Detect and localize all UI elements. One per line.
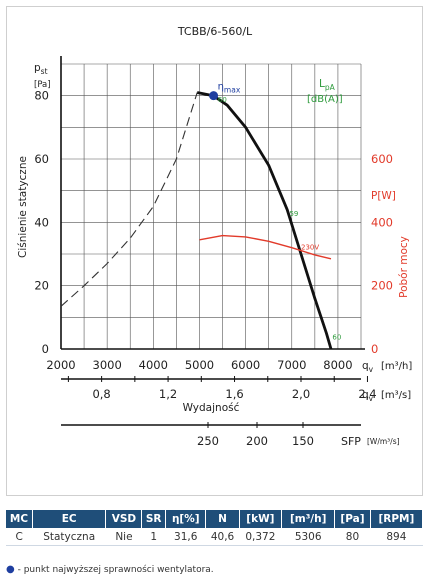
table-cell-7: 5306 xyxy=(281,528,335,546)
sfp-tick-label: 250 xyxy=(197,434,219,448)
table-header-9: [RPM] xyxy=(370,510,424,528)
sfp-axis-unit: [W/m³/s] xyxy=(367,437,400,446)
annotation-label: 60 xyxy=(218,96,227,104)
x-axis2-unit: [m³/s] xyxy=(381,390,411,401)
y-tick-label: 60 xyxy=(34,152,49,166)
sfp-axis-label: SFP xyxy=(341,435,361,448)
x-axis2-symbol: qv xyxy=(362,389,374,403)
table-cell-2: Nie xyxy=(105,528,142,546)
x-axis2-tick-label: 1,2 xyxy=(159,387,177,401)
table-header-3: SR xyxy=(141,510,166,528)
spec-data-row: C Statyczna Nie 1 31,6 40,6 0,372 5306 80 894 xyxy=(6,528,423,546)
eta-max-point xyxy=(209,91,219,101)
table-header-2: VSD xyxy=(105,510,143,528)
y-tick-label: 0 xyxy=(42,342,49,356)
annotation-label: 60 xyxy=(332,334,341,342)
legend-note: ● - punkt najwyższej sprawności wentylat… xyxy=(6,564,214,575)
series-line-1 xyxy=(196,91,333,350)
fan-performance-chart: TCBB/6-560/L 0 20 40 60 80 pst [Pa] Ciśnienie st… xyxy=(17,25,412,448)
x-tick-label: 5000 xyxy=(185,358,214,372)
sfp-tick-label: 200 xyxy=(246,434,268,448)
x-axis-symbol: qv xyxy=(362,360,374,374)
power-tick-label: 600 xyxy=(371,152,393,166)
y-axis-title: Ciśnienie statyczne xyxy=(17,156,29,258)
eta-max-label: ηmax xyxy=(218,82,241,95)
x-axis2-tick-label: 0,8 xyxy=(92,387,110,401)
table-cell-0: C xyxy=(6,528,33,546)
x-axis2-tick-label: 2,0 xyxy=(292,387,310,401)
eta-max-dot-icon: ● xyxy=(6,564,15,575)
table-cell-6: 0,372 xyxy=(239,528,282,546)
table-cell-1: Statyczna xyxy=(32,528,106,546)
table-cell-9: 894 xyxy=(370,528,423,546)
chart-title: TCBB/6-560/L xyxy=(177,25,253,38)
chart-frame: TCBB/6-560/L 0 20 40 60 80 pst [Pa] Ciśnienie st… xyxy=(6,6,423,496)
x-tick-label: 7000 xyxy=(277,358,306,372)
x-tick-label: 6000 xyxy=(231,358,260,372)
annotation-label: 230V xyxy=(301,243,319,251)
y-tick-label: 20 xyxy=(34,279,49,293)
table-header-4: η[%] xyxy=(165,510,207,528)
x-axis2-tick-label: 1,6 xyxy=(225,387,243,401)
table-header-7: [m³/h] xyxy=(281,510,336,528)
annotation-label: 59 xyxy=(289,210,298,218)
y-tick-label: 40 xyxy=(34,215,49,229)
lpa-label: LpA xyxy=(319,78,336,92)
x-tick-label: 3000 xyxy=(93,358,122,372)
power-axis-symbol: P[W] xyxy=(371,190,396,202)
table-cell-3: 1 xyxy=(141,528,166,546)
table-cell-5: 40,6 xyxy=(205,528,240,546)
table-header-5: N xyxy=(205,510,240,528)
y-axis-symbol: pst xyxy=(34,62,48,76)
power-tick-label: 200 xyxy=(371,279,393,293)
table-header-8: [Pa] xyxy=(334,510,371,528)
y-axis-unit: [Pa] xyxy=(34,80,51,90)
spec-table: MC EC VSD SR η[%] N [kW] [m³/h] [Pa] [RPM] C Staty… xyxy=(6,510,424,546)
x-axis2-tick-label: 2,4 xyxy=(358,387,376,401)
series-line-0 xyxy=(60,92,198,307)
power-axis-title: Pobór mocy xyxy=(398,236,410,298)
table-header-6: [kW] xyxy=(239,510,283,528)
lpa-unit: [dB(A)] xyxy=(307,94,343,105)
table-cell-4: 31,6 xyxy=(165,528,206,546)
power-tick-label: 0 xyxy=(371,342,378,356)
table-cell-8: 80 xyxy=(334,528,371,546)
series-line-2 xyxy=(199,234,332,260)
table-header-1: EC xyxy=(32,510,107,528)
power-tick-label: 400 xyxy=(371,215,393,229)
x-axis-title: Wydajność xyxy=(183,402,240,414)
legend-note-text: - punkt najwyższej sprawności wentylator… xyxy=(17,565,214,575)
x-tick-label: 8000 xyxy=(323,358,352,372)
spec-header-row: MC EC VSD SR η[%] N [kW] [m³/h] [Pa] [RPM] xyxy=(6,510,424,528)
table-header-0: MC xyxy=(6,510,33,528)
x-axis-unit: [m³/h] xyxy=(381,361,412,372)
x-tick-label: 2000 xyxy=(46,358,75,372)
sfp-tick-label: 150 xyxy=(292,434,314,448)
y-tick-label: 80 xyxy=(34,89,49,103)
x-tick-label: 4000 xyxy=(139,358,168,372)
